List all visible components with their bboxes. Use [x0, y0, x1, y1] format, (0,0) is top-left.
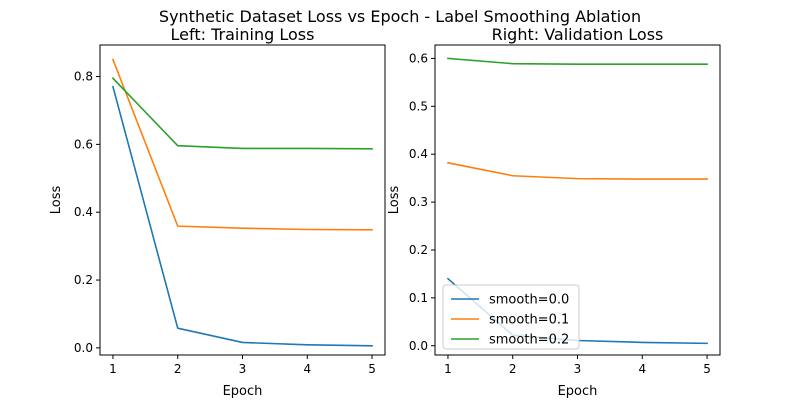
left-y-tick-label: 0.6 [74, 137, 93, 151]
legend-label-0: smooth=0.0 [489, 293, 569, 308]
right-y-tick-label: 0.3 [409, 195, 428, 209]
left-x-tick-label: 1 [109, 362, 117, 376]
left-y-tick-label: 0.4 [74, 205, 93, 219]
legend-label-2: smooth=0.2 [489, 333, 569, 348]
left-plot-title: Left: Training Loss [171, 25, 315, 44]
legend: smooth=0.0 smooth=0.1 smooth=0.2 [442, 284, 580, 350]
right-x-tick-label: 5 [703, 362, 711, 376]
left-series-line-2 [111, 77, 373, 150]
left-series-line-1 [111, 58, 373, 231]
right-y-axis-label: Loss [387, 186, 402, 215]
left-x-tick-label: 4 [303, 362, 311, 376]
right-x-tick-label: 3 [574, 362, 582, 376]
left-x-tick-label: 2 [174, 362, 182, 376]
right-x-tick-label: 1 [444, 362, 452, 376]
figure-suptitle: Synthetic Dataset Loss vs Epoch - Label … [159, 7, 641, 26]
left-y-tick-label: 0.0 [74, 341, 93, 355]
left-y-tick-label: 0.2 [74, 273, 93, 287]
right-x-tick-label: 2 [509, 362, 517, 376]
left-y-tick-label: 0.8 [74, 70, 93, 84]
plots-layer: Left: Training Loss 1 2 3 4 5 0.0 0.2 0.4 0.6 0.8 E… [49, 25, 721, 399]
right-x-tick-label: 4 [638, 362, 646, 376]
left-plot: Left: Training Loss 1 2 3 4 5 0.0 0.2 0.4 0.6 0.8 E… [49, 25, 386, 399]
right-y-tick-label: 0.4 [409, 147, 428, 161]
legend-label-1: smooth=0.1 [489, 313, 569, 328]
left-x-tick-label: 3 [239, 362, 247, 376]
right-y-tick-label: 0.5 [409, 99, 428, 113]
right-y-tick-label: 0.1 [409, 291, 428, 305]
right-series-line-2 [447, 57, 708, 65]
right-y-tick-label: 0.0 [409, 339, 428, 353]
right-plot: Right: Validation Loss 1 2 3 4 5 0.0 0.1 0.2 0.3 0… [387, 25, 721, 399]
right-y-tick-label: 0.2 [409, 243, 428, 257]
right-x-axis-label: Epoch [558, 384, 598, 399]
left-x-axis-label: Epoch [223, 384, 263, 399]
left-x-tick-label: 5 [368, 362, 376, 376]
left-series-line-0 [111, 85, 373, 347]
right-plot-title: Right: Validation Loss [492, 25, 664, 44]
left-y-axis-label: Loss [49, 186, 64, 215]
right-series-line-1 [447, 161, 708, 180]
right-y-tick-label: 0.6 [409, 51, 428, 65]
legend-box [442, 284, 580, 350]
